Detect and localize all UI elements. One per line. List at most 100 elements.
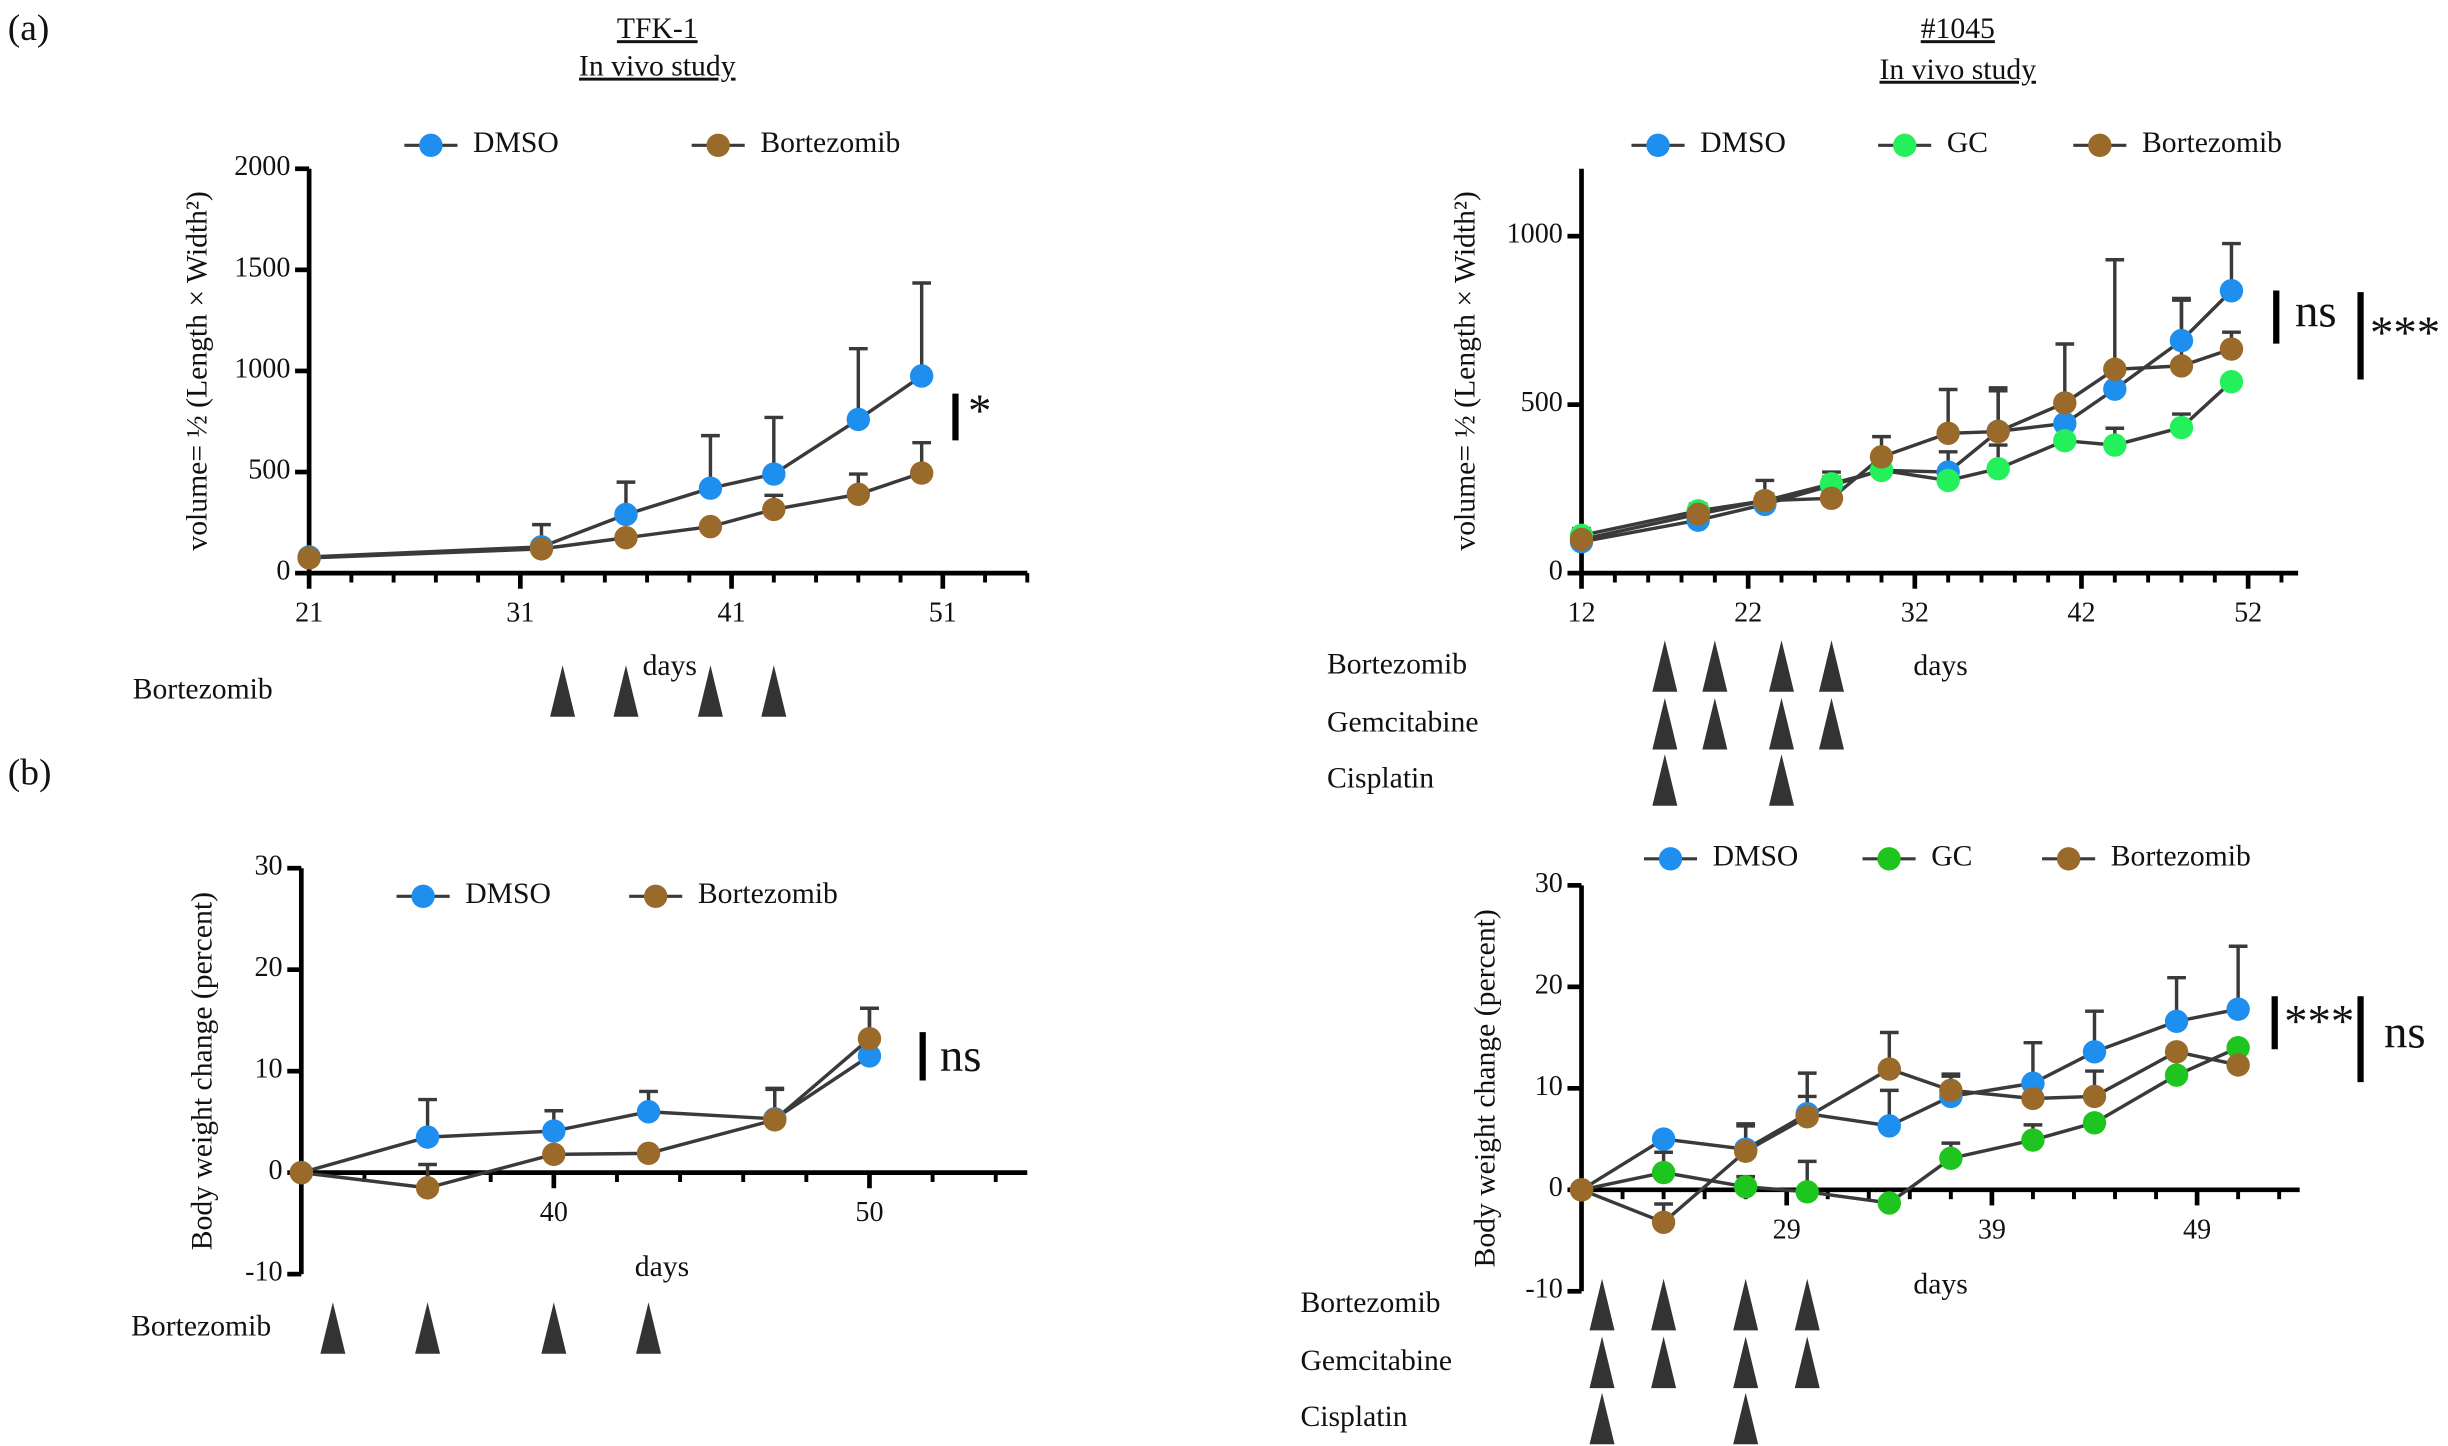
data-point: [2082, 1040, 2107, 1064]
legend-marker: [1892, 133, 1917, 158]
y-tick-label: 0: [1549, 556, 1563, 587]
legend-marker: [1658, 847, 1683, 871]
data-point: [2082, 1111, 2107, 1135]
data-point: [2226, 997, 2250, 1021]
data-point: [2103, 433, 2127, 457]
significance-label: *: [968, 385, 991, 437]
legend-label: DMSO: [1713, 841, 1799, 873]
data-point: [2164, 1040, 2189, 1064]
significance-label: ns: [2384, 1007, 2426, 1059]
treatment-arrow: [1794, 1336, 1820, 1389]
error-bar: [848, 346, 868, 420]
legend-marker: [1646, 133, 1670, 158]
data-point: [1569, 1178, 1594, 1202]
data-point: [1569, 527, 1594, 552]
data-point: [2164, 1009, 2189, 1034]
data-point: [2169, 328, 2194, 353]
x-tick-label: 39: [1978, 1214, 2006, 1245]
treatment-label: Gemcitabine: [1301, 1345, 1453, 1377]
data-point: [2021, 1086, 2045, 1111]
data-point: [2169, 415, 2194, 440]
series-line: [1581, 1046, 2239, 1205]
treatment-arrow: [636, 1302, 662, 1354]
y-tick-label: 30: [1535, 868, 1563, 899]
x-tick-label: 50: [855, 1197, 883, 1228]
error-bar: [912, 281, 932, 376]
data-point: [857, 1026, 882, 1051]
treatment-label: Gemcitabine: [1327, 706, 1479, 738]
x-tick-label: 12: [1567, 598, 1595, 629]
data-point: [542, 1119, 566, 1143]
treatment-arrow: [613, 665, 639, 717]
treatment-arrow: [550, 665, 576, 717]
y-tick-label: 10: [254, 1054, 282, 1085]
treatment-arrow: [1651, 1278, 1677, 1331]
x-tick-label: 51: [929, 598, 957, 629]
data-point: [415, 1176, 440, 1200]
treatment-label: Cisplatin: [1301, 1401, 1408, 1433]
data-point: [2226, 1036, 2250, 1060]
data-point: [1986, 456, 2010, 481]
y-tick-label: 10: [1535, 1071, 1563, 1102]
treatment-arrow: [1769, 754, 1794, 806]
data-point: [1939, 1146, 1963, 1171]
legend-marker: [644, 884, 668, 909]
data-point: [614, 526, 638, 550]
data-point: [1651, 1210, 1676, 1234]
legend-label: Bortezomib: [2142, 127, 2282, 159]
x-tick-label: 31: [506, 598, 534, 629]
data-point: [1686, 502, 1710, 526]
treatment-arrow: [541, 1302, 567, 1354]
legend-marker: [1877, 847, 1901, 871]
y-tick-label: 0: [276, 556, 290, 587]
series-line: [1581, 380, 2233, 538]
panel-label: (b): [8, 753, 52, 794]
data-point: [857, 1044, 882, 1068]
x-tick-label: 32: [1901, 598, 1929, 629]
y-axis-label: Body weight change (percent): [186, 892, 218, 1250]
data-point: [846, 482, 871, 506]
treatment-label: Bortezomib: [1327, 649, 1467, 681]
y-tick-label: 500: [1521, 387, 1563, 418]
y-tick-label: 20: [254, 952, 282, 983]
series-line: [1580, 1049, 2239, 1225]
legend-label: Bortezomib: [2111, 841, 2251, 873]
y-tick-label: 2000: [234, 151, 290, 182]
x-tick-label: 29: [1773, 1214, 1801, 1245]
treatment-label: Bortezomib: [131, 1311, 271, 1343]
legend-marker: [2056, 847, 2081, 871]
data-point: [2219, 279, 2244, 303]
treatment-arrow: [761, 665, 787, 717]
y-tick-label: 20: [1535, 969, 1563, 1000]
legend-marker: [419, 133, 443, 158]
y-tick-label: 1000: [234, 353, 290, 384]
x-axis-label: days: [643, 650, 697, 682]
treatment-arrow: [1652, 698, 1678, 750]
data-point: [1795, 1105, 1819, 1129]
data-point: [1733, 1175, 1758, 1199]
data-point: [1651, 1127, 1676, 1151]
treatment-arrow: [1702, 698, 1728, 750]
chart-title: #1045: [1921, 13, 1995, 45]
treatment-arrow: [1733, 1392, 1759, 1445]
treatment-arrow: [1651, 1336, 1677, 1389]
x-tick-label: 40: [540, 1197, 568, 1228]
x-tick-label: 22: [1734, 598, 1762, 629]
treatment-label: Bortezomib: [133, 674, 273, 706]
data-point: [2053, 428, 2077, 453]
x-tick-label: 52: [2234, 598, 2262, 629]
significance-label: ns: [940, 1030, 982, 1082]
x-axis-label: days: [1913, 1268, 1967, 1300]
data-point: [1877, 1191, 1902, 1215]
data-point: [763, 1108, 787, 1132]
treatment-arrow: [1589, 1336, 1615, 1389]
x-tick-label: 41: [718, 598, 746, 629]
significance-label: ns: [2295, 285, 2337, 337]
x-tick-label: 49: [2183, 1214, 2211, 1245]
data-point: [1819, 486, 1844, 511]
data-point: [846, 407, 871, 432]
data-point: [909, 364, 934, 388]
series-line: [309, 374, 923, 559]
treatment-arrow: [1589, 1392, 1615, 1445]
